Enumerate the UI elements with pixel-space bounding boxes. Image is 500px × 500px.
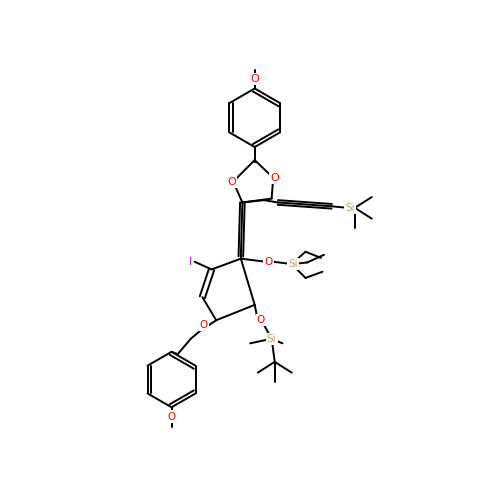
Text: O: O: [264, 256, 272, 266]
Text: Si: Si: [288, 259, 298, 269]
Text: O: O: [270, 173, 279, 183]
Text: O: O: [168, 412, 175, 422]
Text: I: I: [188, 256, 192, 266]
Text: O: O: [256, 316, 265, 326]
Text: O: O: [200, 320, 208, 330]
Text: O: O: [227, 176, 236, 186]
Text: Si: Si: [346, 203, 355, 213]
Text: O: O: [250, 74, 259, 84]
Text: Si: Si: [267, 334, 276, 344]
